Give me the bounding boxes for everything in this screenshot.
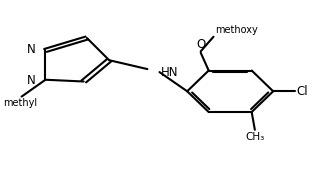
Text: N: N [27,74,36,87]
Text: O: O [196,38,205,51]
Text: N: N [27,43,36,56]
Text: CH₃: CH₃ [245,132,264,142]
Text: Cl: Cl [297,85,308,98]
Text: HN: HN [161,66,178,79]
Text: methyl: methyl [3,98,37,108]
Text: methoxy: methoxy [215,25,258,35]
